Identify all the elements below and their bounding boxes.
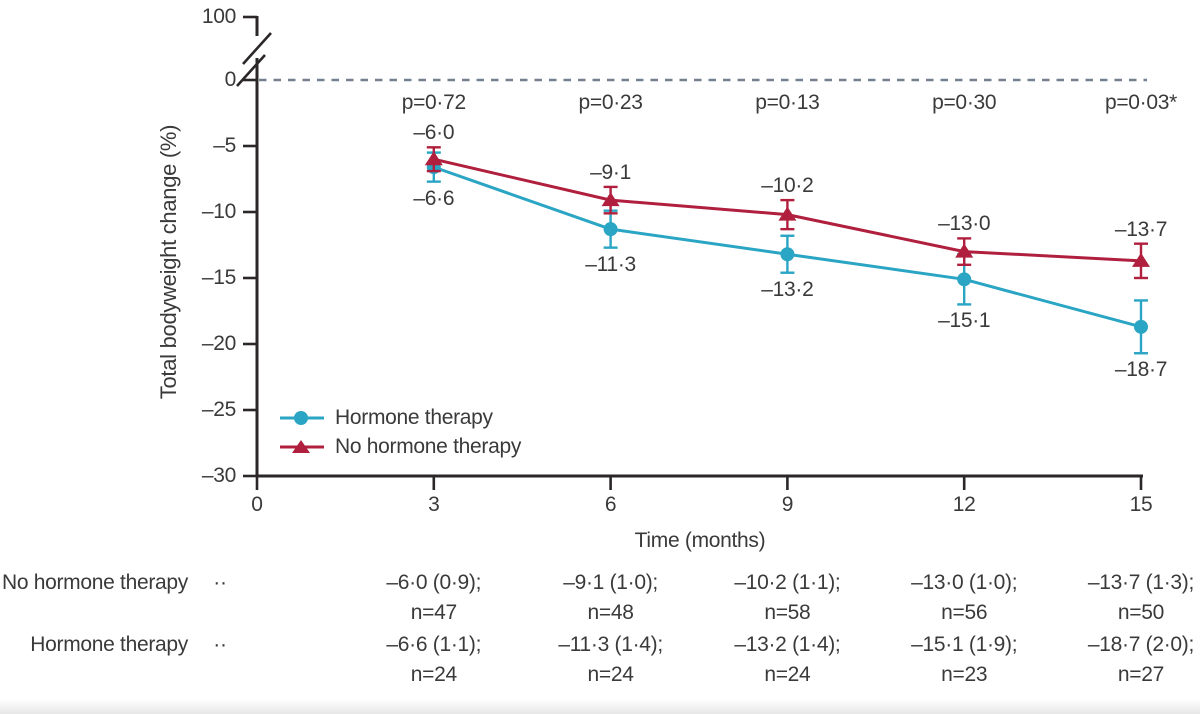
table-cell-value: –10·2 (1·1); (734, 571, 841, 594)
axis-break-slash (242, 32, 272, 65)
point-value-label: –6·6 (413, 186, 455, 210)
p-value-label: p=0·72 (401, 91, 466, 114)
point-value-label: –13·0 (938, 212, 991, 236)
x-tick-label: 9 (781, 493, 794, 516)
point-value-label: –13·2 (761, 277, 814, 301)
legend-label: No hormone therapy (335, 434, 522, 458)
x-tick-label: 0 (251, 493, 263, 516)
legend-triangle-marker-icon (280, 439, 324, 453)
table-cell-n: n=47 (410, 601, 457, 624)
table-row-label: Hormone therapy (30, 633, 188, 656)
p-value-label: p=0·13 (755, 91, 820, 114)
table-cell-n: n=24 (587, 663, 634, 686)
table-cell-n: n=24 (764, 663, 811, 686)
point-value-label: –18·7 (1114, 358, 1168, 382)
table-cell-value: –11·3 (1·4); (558, 633, 663, 656)
y-tick-label: 0 (224, 68, 237, 91)
y-tick-label: –15 (201, 266, 236, 289)
x-tick-label: 3 (428, 493, 440, 516)
y-tick-label: –5 (213, 134, 236, 157)
table-no-data-dots: ·· (213, 571, 227, 594)
point-value-label: –15·1 (938, 309, 991, 333)
p-value-label: p=0·03* (1104, 91, 1177, 114)
table-cell-n: n=48 (587, 601, 634, 624)
point-value-label: –9·1 (590, 160, 632, 184)
table-cell-n: n=58 (764, 601, 811, 624)
data-point-circle (780, 247, 795, 262)
y-tick-label: –10 (201, 200, 236, 223)
p-value-label: p=0·30 (932, 91, 997, 114)
point-value-label: –13·7 (1114, 217, 1168, 241)
table-row-label: No hormone therapy (1, 571, 188, 594)
x-tick-label: 15 (1129, 493, 1153, 516)
data-point-triangle (778, 206, 797, 221)
y-tick-label: –20 (201, 332, 236, 355)
data-point-circle (1133, 319, 1148, 334)
table-cell-value: –6·0 (0·9); (386, 571, 482, 594)
axis-break-slash (236, 54, 266, 87)
legend-label: Hormone therapy (335, 405, 493, 429)
point-value-label: –10·2 (761, 174, 814, 198)
table-no-data-dots: ·· (213, 633, 227, 656)
point-value-label: –11·3 (585, 252, 636, 276)
table-cell-n: n=23 (941, 663, 988, 686)
table-cell-n: n=24 (410, 663, 457, 686)
data-point-triangle (601, 192, 620, 207)
y-tick-label: –30 (201, 464, 236, 487)
data-point-triangle (1131, 252, 1150, 267)
x-tick-label: 12 (952, 493, 976, 516)
table-cell-n: n=27 (1117, 663, 1165, 686)
chart-legend: Hormone therapy No hormone therapy (280, 403, 521, 461)
table-cell-value: –15·1 (1·9); (911, 633, 1018, 656)
table-cell-value: –9·1 (1·0); (563, 571, 658, 594)
y-tick-label: –25 (201, 398, 236, 421)
legend-item: No hormone therapy (280, 432, 521, 461)
table-cell-value: –13·2 (1·4); (734, 633, 841, 656)
p-value-label: p=0·23 (578, 91, 643, 114)
data-point-triangle (955, 243, 974, 258)
table-cell-value: –6·6 (1·1); (386, 633, 482, 656)
legend-circle-marker-icon (280, 410, 324, 425)
table-cell-value: –13·7 (1·3); (1087, 571, 1195, 594)
bottom-edge-bar (0, 700, 1200, 714)
y-tick-label-100: 100 (201, 5, 236, 28)
point-value-label: –6·0 (413, 121, 455, 145)
data-point-circle (957, 272, 972, 287)
data-point-triangle (424, 151, 443, 166)
data-point-circle (603, 222, 618, 237)
table-cell-n: n=50 (1117, 601, 1165, 624)
table-cell-value: –13·0 (1·0); (911, 571, 1018, 594)
x-axis-title: Time (months) (634, 529, 766, 552)
legend-item: Hormone therapy (280, 403, 521, 432)
table-cell-value: –18·7 (2·0); (1087, 633, 1195, 656)
table-cell-n: n=56 (941, 601, 988, 624)
x-tick-label: 6 (604, 493, 617, 516)
